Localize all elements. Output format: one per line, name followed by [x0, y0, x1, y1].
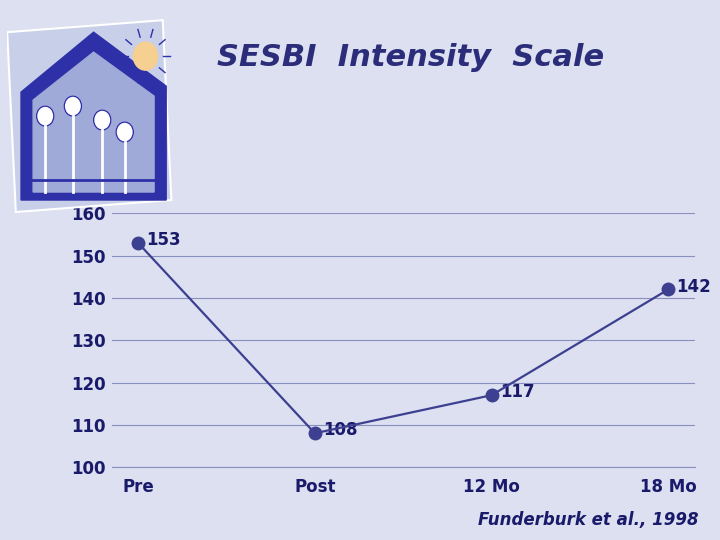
Text: 142: 142: [677, 278, 711, 296]
Polygon shape: [33, 52, 154, 192]
Text: 117: 117: [500, 383, 534, 401]
Circle shape: [37, 106, 54, 126]
Circle shape: [64, 96, 81, 116]
Circle shape: [133, 42, 158, 70]
Text: SESBI  Intensity  Scale: SESBI Intensity Scale: [217, 43, 604, 72]
Circle shape: [116, 122, 133, 142]
Text: 108: 108: [323, 422, 358, 440]
Polygon shape: [7, 20, 171, 212]
Text: Funderburk et al., 1998: Funderburk et al., 1998: [478, 511, 698, 529]
Text: 153: 153: [146, 231, 181, 249]
Circle shape: [94, 110, 111, 130]
Polygon shape: [21, 32, 166, 200]
